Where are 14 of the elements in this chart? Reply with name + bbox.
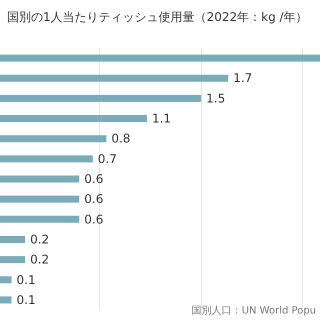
data-label: 0.1 <box>16 292 36 307</box>
data-label: 0.2 <box>30 252 50 267</box>
annotation: 国別人口：UN World Popu <box>192 306 316 316</box>
chart-title: 国別の1人当たりティッシュ使用量（2022年：kg /年） <box>7 10 308 24</box>
data-label: 1.5 <box>206 91 226 106</box>
data-label: 0.2 <box>30 232 50 246</box>
data-label: 0.7 <box>98 152 117 166</box>
data-label: 0.6 <box>84 212 104 226</box>
data-label: 1.1 <box>152 112 172 126</box>
data-label: 0.8 <box>111 132 130 146</box>
data-label: 0.6 <box>84 192 104 206</box>
data-label: 0.6 <box>84 172 104 186</box>
data-label: 0.1 <box>16 272 36 287</box>
data-label: 1.7 <box>233 71 252 86</box>
